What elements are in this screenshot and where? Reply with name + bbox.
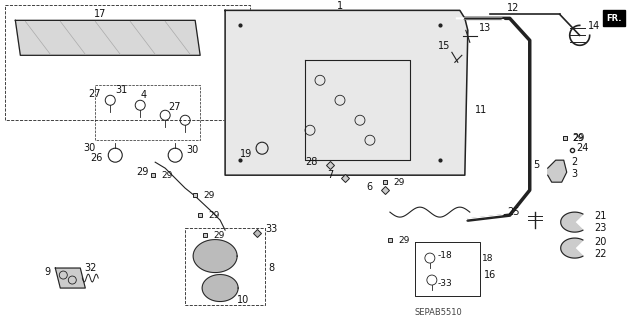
Text: 22: 22 (595, 249, 607, 259)
Polygon shape (55, 268, 85, 288)
Text: 24: 24 (577, 143, 589, 153)
Polygon shape (193, 240, 237, 272)
Text: 19: 19 (240, 149, 252, 159)
Text: 6: 6 (367, 182, 373, 192)
Text: 29: 29 (161, 171, 173, 180)
Text: 5: 5 (534, 160, 540, 170)
Text: 3: 3 (572, 169, 578, 179)
Text: 29: 29 (398, 236, 410, 245)
Text: 29: 29 (208, 211, 220, 219)
Text: -18: -18 (438, 251, 452, 260)
Polygon shape (202, 275, 238, 301)
Polygon shape (225, 11, 468, 175)
Text: 30: 30 (83, 143, 95, 153)
Text: 11: 11 (475, 105, 487, 115)
Text: 31: 31 (115, 85, 127, 95)
Text: 13: 13 (479, 23, 491, 33)
Text: 29: 29 (573, 134, 584, 143)
Text: 8: 8 (268, 263, 274, 273)
Text: 1: 1 (337, 1, 343, 11)
Text: 29: 29 (393, 178, 404, 187)
Text: 29: 29 (573, 133, 585, 143)
Polygon shape (561, 238, 583, 258)
Text: 29: 29 (203, 191, 214, 200)
Text: 2: 2 (572, 157, 578, 167)
Text: 28: 28 (306, 157, 318, 167)
Text: 32: 32 (84, 263, 97, 273)
Polygon shape (15, 20, 200, 55)
Text: 10: 10 (237, 295, 250, 305)
Text: 16: 16 (484, 270, 496, 280)
Text: 18: 18 (482, 254, 493, 263)
Text: 12: 12 (507, 4, 519, 13)
Text: 23: 23 (595, 223, 607, 233)
Text: 27: 27 (168, 102, 180, 112)
Text: 33: 33 (265, 224, 277, 234)
Polygon shape (603, 11, 625, 26)
Text: 27: 27 (88, 89, 100, 99)
Text: 30: 30 (186, 145, 198, 155)
Text: SEPAB5510: SEPAB5510 (415, 308, 463, 316)
Text: 21: 21 (595, 211, 607, 221)
Text: 14: 14 (588, 21, 600, 31)
Text: -33: -33 (438, 278, 452, 287)
Text: 29: 29 (213, 231, 225, 240)
Text: 7: 7 (327, 170, 333, 180)
Text: 4: 4 (140, 90, 147, 100)
Polygon shape (561, 212, 583, 232)
Text: 9: 9 (44, 267, 51, 277)
Text: 15: 15 (438, 41, 450, 51)
Text: 25: 25 (508, 207, 520, 217)
Text: 20: 20 (595, 237, 607, 247)
Text: 17: 17 (94, 9, 106, 19)
Text: FR.: FR. (606, 14, 621, 23)
Polygon shape (548, 160, 566, 182)
Text: 29: 29 (136, 167, 148, 177)
Text: 26: 26 (90, 153, 102, 163)
